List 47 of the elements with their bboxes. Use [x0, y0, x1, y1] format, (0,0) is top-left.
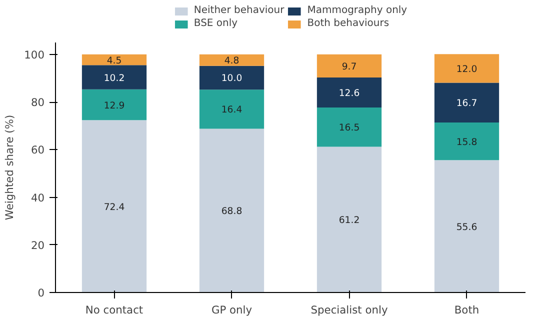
data-label: 16.5	[338, 122, 360, 134]
legend-label: Both behaviours	[307, 18, 390, 29]
data-label: 12.0	[456, 64, 478, 75]
bar	[316, 146, 382, 292]
bar	[199, 128, 264, 292]
bar	[316, 54, 382, 78]
bar	[82, 54, 147, 66]
data-label: 61.2	[338, 215, 360, 226]
bar	[82, 65, 147, 90]
y-tick-label: 0	[38, 286, 45, 300]
data-label: 72.4	[104, 202, 125, 213]
bar	[316, 108, 382, 147]
y-tick-label: 60	[30, 144, 45, 157]
x-tick-label: Specialist only	[310, 304, 388, 316]
data-label: 10.2	[104, 72, 125, 84]
data-label: 4.5	[106, 55, 122, 66]
bar	[199, 54, 264, 66]
data-label: 12.6	[338, 88, 360, 99]
x-tick-label: Both	[454, 304, 480, 316]
data-label: 16.7	[456, 98, 478, 110]
bar	[434, 54, 500, 83]
bar	[199, 90, 264, 129]
y-tick-label: 100	[24, 48, 45, 62]
data-label: 10.0	[221, 73, 242, 84]
data-label: 55.6	[456, 222, 478, 233]
bar	[82, 120, 147, 292]
x-tick-label: GP only	[211, 304, 252, 316]
data-label: 4.8	[224, 56, 240, 67]
bar	[316, 78, 382, 108]
y-tick-label: 80	[30, 96, 45, 110]
bar	[434, 122, 500, 160]
bar	[434, 82, 500, 122]
y-tick-label: 20	[30, 238, 45, 252]
bar	[82, 89, 147, 120]
legend-label: Mammography only	[307, 5, 408, 16]
bar	[434, 160, 500, 292]
legend-label: BSE only	[194, 18, 238, 29]
x-tick-label: No contact	[85, 304, 144, 316]
data-label: 15.8	[456, 136, 478, 148]
y-axis-title: Weighted share (%)	[3, 114, 16, 220]
data-label: 16.4	[221, 104, 242, 116]
y-tick-label: 40	[30, 191, 45, 204]
data-label: 12.9	[104, 100, 125, 112]
legend-label: Neither behaviour	[194, 5, 284, 16]
bar	[199, 66, 264, 90]
data-label: 68.8	[221, 206, 242, 218]
data-label: 9.7	[342, 61, 357, 72]
